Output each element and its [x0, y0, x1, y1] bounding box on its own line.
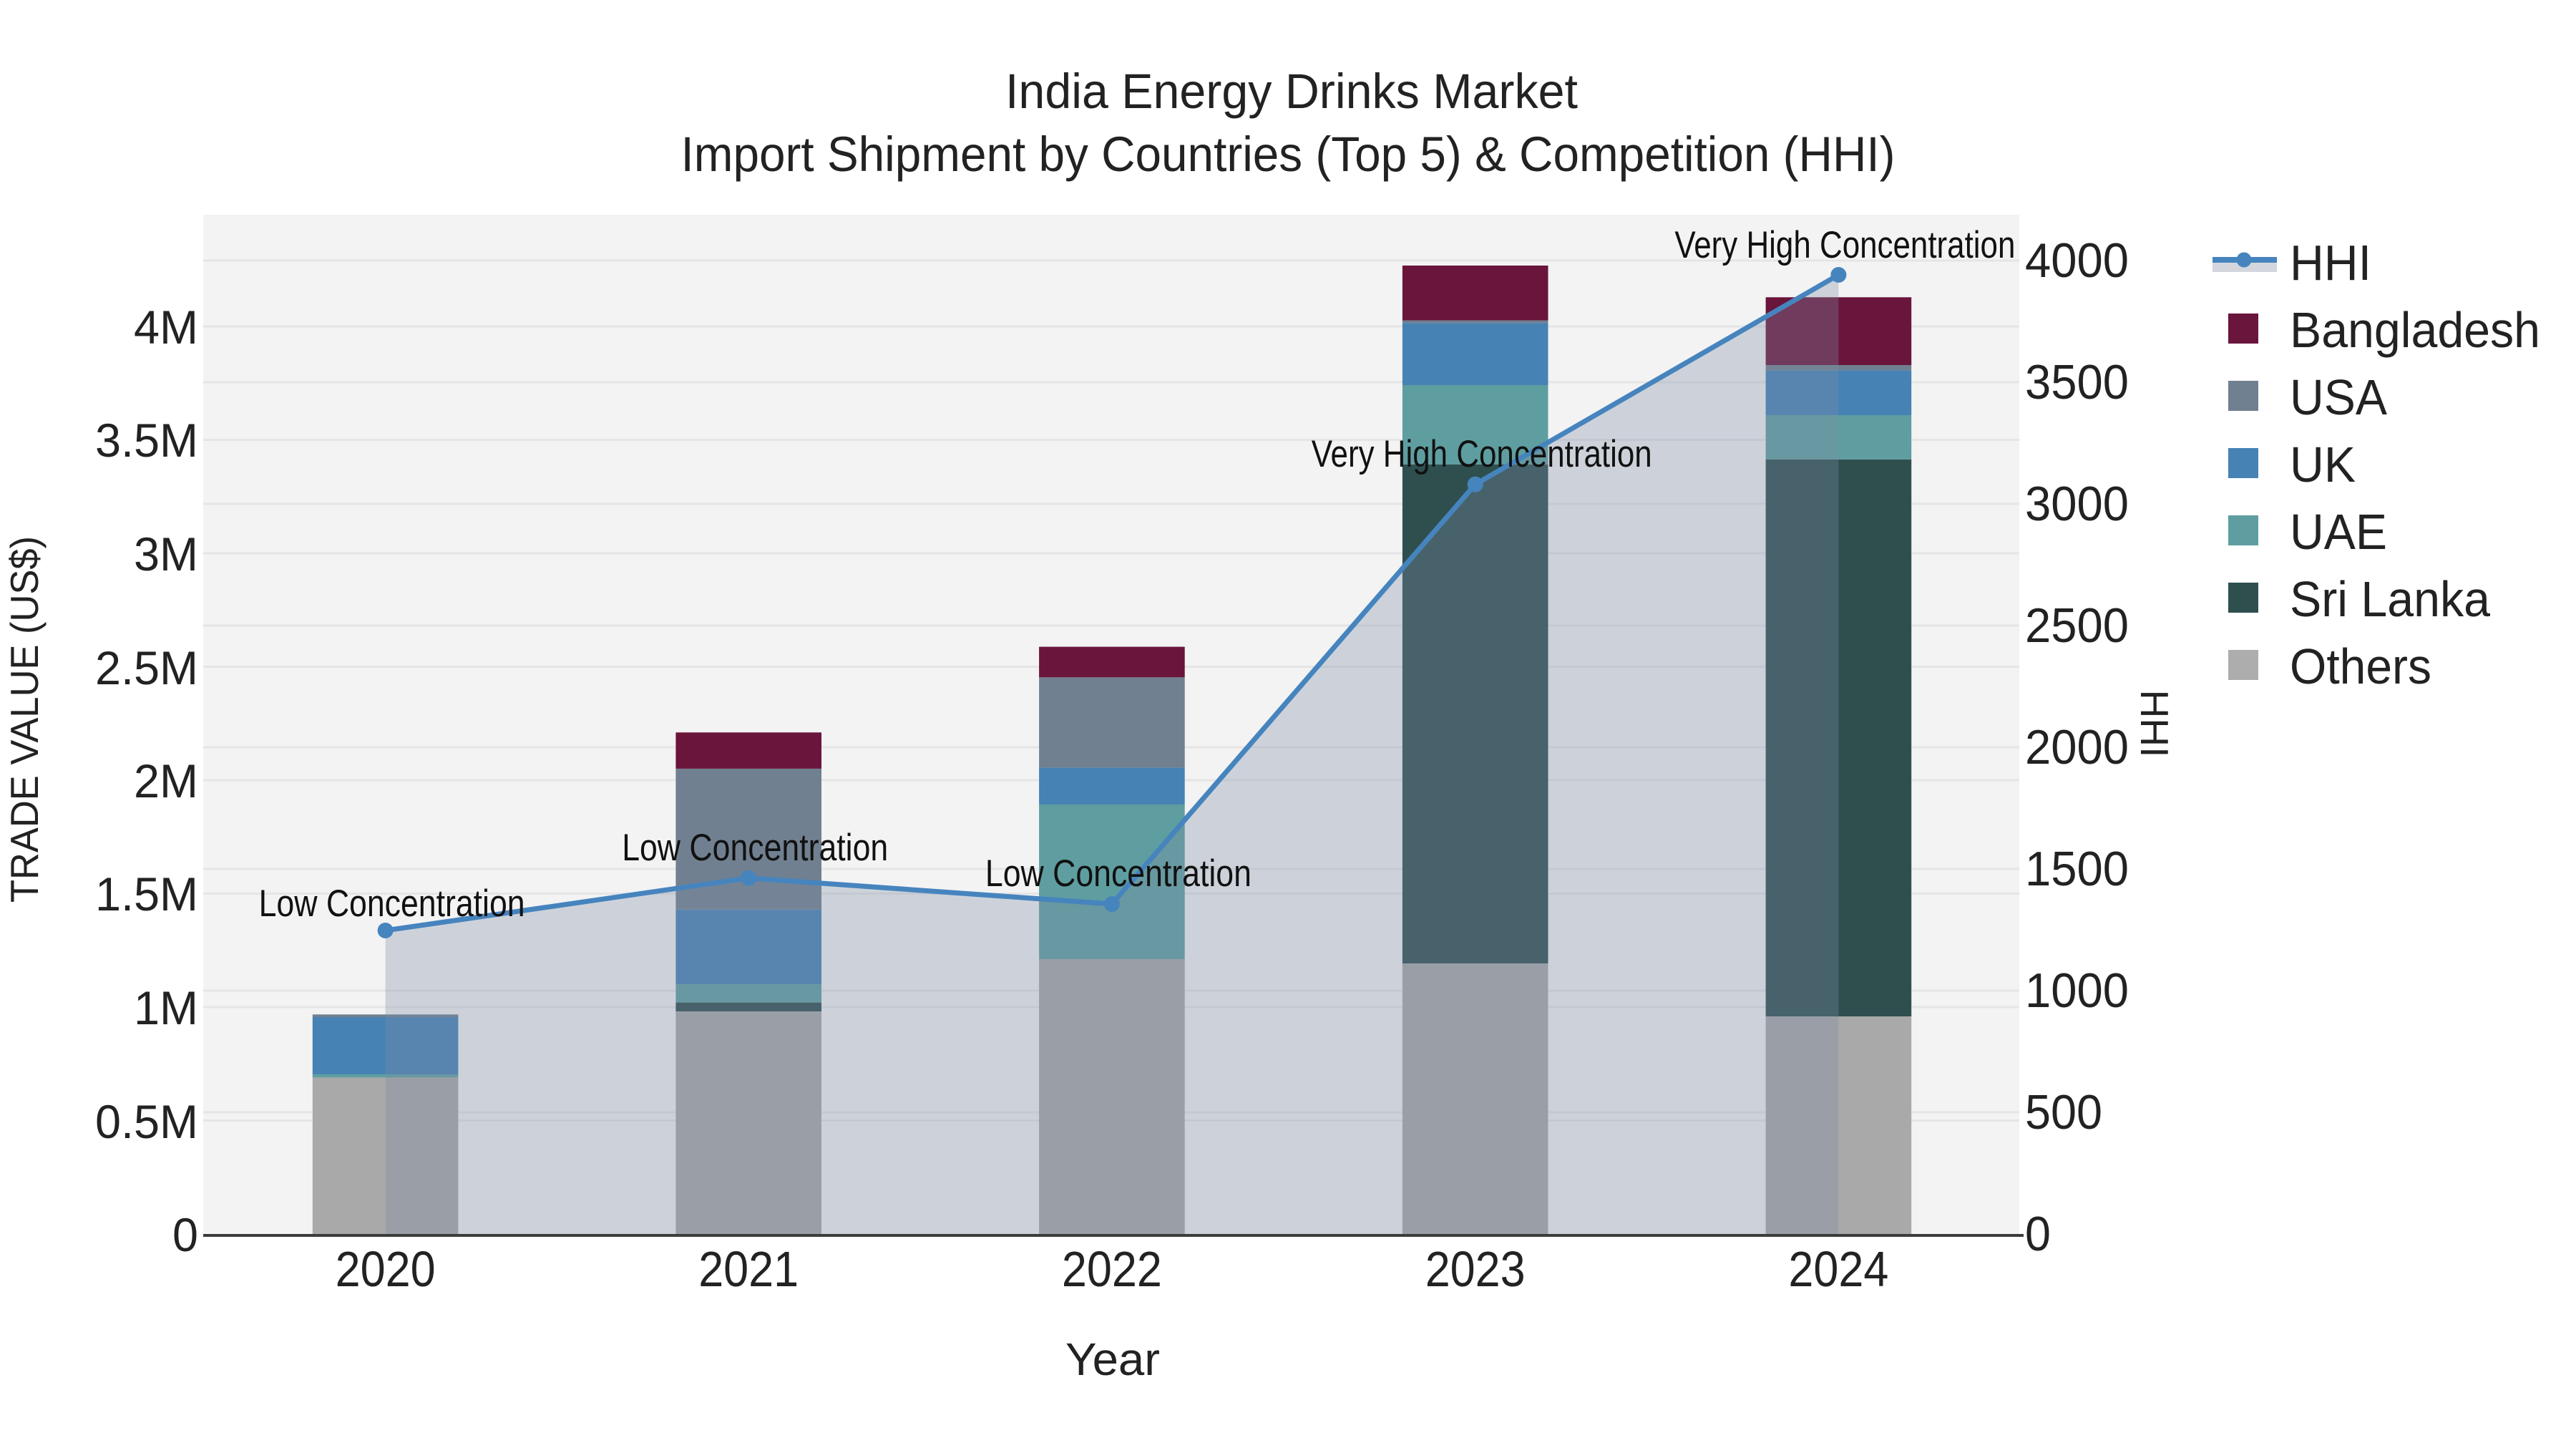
svg-text:3.5M: 3.5M: [95, 414, 198, 467]
svg-text:Low Concentration: Low Concentration: [985, 852, 1252, 895]
svg-text:Low Concentration: Low Concentration: [622, 827, 888, 869]
svg-text:4000: 4000: [2025, 233, 2129, 288]
svg-text:HHI: HHI: [2290, 235, 2371, 291]
svg-text:Sri Lanka: Sri Lanka: [2290, 571, 2490, 627]
svg-text:UAE: UAE: [2290, 504, 2387, 560]
svg-text:Year: Year: [1065, 1333, 1160, 1385]
svg-text:2024: 2024: [1788, 1241, 1888, 1297]
svg-text:1500: 1500: [2025, 842, 2129, 896]
svg-text:0: 0: [2025, 1207, 2051, 1261]
svg-text:Very High Concentration: Very High Concentration: [1312, 433, 1652, 475]
svg-text:2022: 2022: [1062, 1241, 1162, 1297]
svg-text:1000: 1000: [2025, 963, 2129, 1018]
svg-text:Very High Concentration: Very High Concentration: [1674, 224, 2015, 266]
svg-text:Others: Others: [2290, 638, 2431, 694]
svg-text:3500: 3500: [2025, 355, 2129, 409]
svg-text:500: 500: [2025, 1085, 2102, 1139]
svg-text:4M: 4M: [134, 301, 198, 354]
svg-text:Low Concentration: Low Concentration: [259, 883, 525, 925]
svg-text:0.5M: 0.5M: [95, 1095, 198, 1148]
svg-text:Bangladesh: Bangladesh: [2290, 302, 2540, 358]
svg-text:2000: 2000: [2025, 720, 2129, 774]
svg-text:2500: 2500: [2025, 598, 2129, 653]
svg-text:1M: 1M: [134, 981, 198, 1034]
svg-text:3M: 3M: [134, 528, 198, 580]
svg-text:2023: 2023: [1425, 1241, 1526, 1297]
svg-text:0: 0: [172, 1208, 198, 1261]
svg-text:USA: USA: [2290, 369, 2387, 425]
svg-text:2M: 2M: [134, 754, 198, 807]
svg-text:2020: 2020: [336, 1241, 436, 1297]
svg-text:India Energy Drinks Market: India Energy Drinks Market: [1005, 64, 1578, 119]
svg-text:UK: UK: [2290, 437, 2356, 492]
svg-text:Import Shipment by Countries (: Import Shipment by Countries (Top 5) & C…: [681, 127, 1896, 182]
svg-text:3000: 3000: [2025, 477, 2129, 531]
svg-text:HHI: HHI: [2132, 690, 2177, 758]
svg-text:1.5M: 1.5M: [95, 868, 198, 920]
svg-text:2021: 2021: [698, 1241, 799, 1297]
svg-text:2.5M: 2.5M: [95, 641, 198, 694]
svg-text:TRADE VALUE (US$): TRADE VALUE (US$): [2, 536, 47, 903]
